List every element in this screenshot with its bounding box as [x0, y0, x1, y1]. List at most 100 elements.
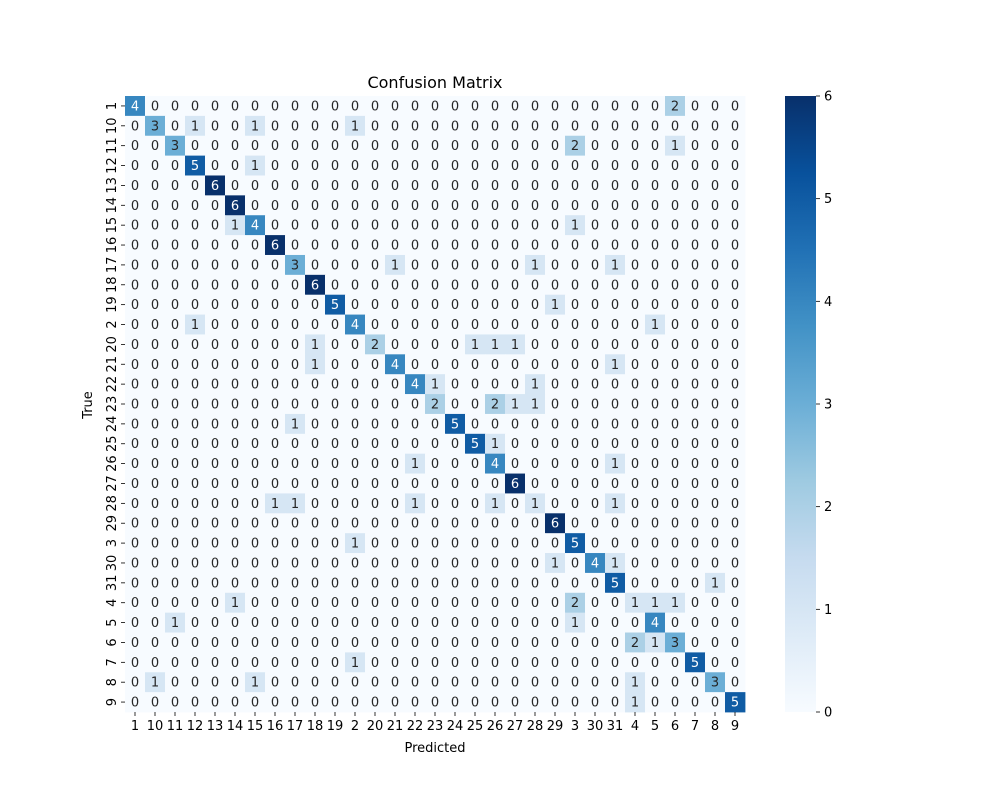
- x-tick-label: 16: [267, 719, 284, 734]
- heatmap-cell: [505, 115, 526, 137]
- cell-value-label: 0: [291, 437, 299, 452]
- heatmap-cell: [565, 413, 586, 435]
- cell-value-label: 0: [371, 417, 379, 432]
- heatmap-cell: [525, 254, 546, 276]
- cell-value-label: 0: [471, 378, 479, 393]
- cell-value-label: 0: [671, 119, 679, 134]
- heatmap-cell: [645, 334, 666, 355]
- heatmap-cell: [305, 433, 326, 455]
- heatmap-cell: [265, 334, 286, 355]
- heatmap-cell: [145, 394, 166, 415]
- cell-value-label: 0: [671, 358, 679, 373]
- heatmap-cell: [425, 314, 446, 335]
- cell-value-label: 0: [691, 696, 699, 711]
- heatmap-cell: [305, 513, 326, 534]
- heatmap-cell: [645, 235, 666, 256]
- cell-value-label: 0: [491, 477, 499, 492]
- heatmap-cell: [245, 334, 266, 355]
- heatmap-cell: [365, 553, 386, 574]
- heatmap-cell: [605, 493, 626, 514]
- cell-value-label: 4: [491, 457, 499, 472]
- heatmap-cell: [705, 553, 726, 574]
- heatmap-cell: [485, 314, 506, 335]
- heatmap-cell: [625, 632, 646, 653]
- cell-value-label: 0: [151, 278, 159, 293]
- cell-value-label: 0: [731, 636, 739, 651]
- cell-value-label: 0: [611, 139, 619, 154]
- heatmap-cell: [525, 175, 546, 196]
- cell-value-label: 0: [311, 219, 319, 234]
- cell-value-label: 1: [271, 497, 279, 512]
- cell-value-label: 0: [291, 616, 299, 631]
- cell-value-label: 5: [611, 576, 619, 591]
- cell-value-label: 0: [191, 457, 199, 472]
- cell-value-label: 0: [731, 219, 739, 234]
- heatmap-cell: [605, 433, 626, 455]
- cell-value-label: 0: [211, 656, 219, 671]
- cell-value-label: 0: [231, 517, 239, 532]
- heatmap-cell: [425, 294, 446, 315]
- heatmap-cell: [665, 592, 686, 614]
- heatmap-cell: [465, 473, 486, 494]
- cell-value-label: 0: [651, 437, 659, 452]
- cell-value-label: 0: [731, 676, 739, 691]
- heatmap-cell: [485, 612, 506, 633]
- heatmap-cell: [605, 314, 626, 335]
- heatmap-cell: [185, 652, 206, 673]
- cell-value-label: 0: [151, 576, 159, 591]
- heatmap-cell: [125, 235, 146, 256]
- cell-value-label: 0: [191, 278, 199, 293]
- cell-value-label: 0: [731, 537, 739, 552]
- cell-value-label: 0: [611, 159, 619, 174]
- heatmap-cell: [665, 413, 686, 435]
- cell-value-label: 0: [151, 398, 159, 413]
- cell-value-label: 0: [731, 358, 739, 373]
- cell-value-label: 0: [651, 159, 659, 174]
- heatmap-cell: [625, 155, 646, 176]
- cell-value-label: 0: [551, 398, 559, 413]
- heatmap-cell: [365, 374, 386, 395]
- cell-value-label: 0: [531, 696, 539, 711]
- heatmap-cell: [205, 533, 226, 554]
- heatmap-cell: [345, 195, 366, 216]
- cell-value-label: 0: [131, 318, 139, 333]
- heatmap-cell: [525, 155, 546, 176]
- heatmap-cell: [225, 254, 246, 276]
- cell-value-label: 0: [171, 696, 179, 711]
- heatmap-cell: [245, 254, 266, 276]
- cell-value-label: 0: [171, 239, 179, 254]
- cell-value-label: 0: [191, 437, 199, 452]
- cell-value-label: 1: [611, 358, 619, 373]
- heatmap-cell: [205, 334, 226, 355]
- cell-value-label: 0: [631, 239, 639, 254]
- heatmap-cell: [265, 453, 286, 474]
- heatmap-cell: [625, 533, 646, 554]
- cell-value-label: 0: [411, 338, 419, 353]
- heatmap-cell: [485, 572, 506, 594]
- cell-value-label: 0: [671, 497, 679, 512]
- cell-value-label: 0: [511, 139, 519, 154]
- heatmap-cell: [185, 394, 206, 415]
- heatmap-cell: [685, 195, 706, 216]
- heatmap-cell: [225, 235, 246, 256]
- cell-value-label: 0: [491, 636, 499, 651]
- heatmap-cell: [665, 672, 686, 693]
- heatmap-cell: [585, 692, 606, 713]
- heatmap-cell: [225, 354, 246, 375]
- heatmap-cell: [205, 135, 226, 157]
- heatmap-cell: [585, 433, 606, 455]
- heatmap-cells: 4 0 0 0 0 0 0 0 0 0 0 0 0 0 0 0 0 0 0 0 0 0 0 0 0 0 0 2 0 0 00 3 0 1 0 0 1 0 0…: [125, 96, 746, 713]
- cell-value-label: 0: [411, 99, 419, 114]
- cell-value-label: 0: [191, 537, 199, 552]
- heatmap-cell: [445, 453, 466, 474]
- cell-value-label: 0: [291, 159, 299, 174]
- cell-value-label: 0: [311, 99, 319, 114]
- x-tick-label: 4: [631, 719, 639, 734]
- heatmap-cell: [645, 592, 666, 614]
- cell-value-label: 0: [131, 119, 139, 134]
- cell-value-label: 0: [691, 437, 699, 452]
- cell-value-label: 0: [391, 696, 399, 711]
- heatmap-cell: [505, 374, 526, 395]
- heatmap-cell: [325, 115, 346, 137]
- heatmap-cell: [465, 493, 486, 514]
